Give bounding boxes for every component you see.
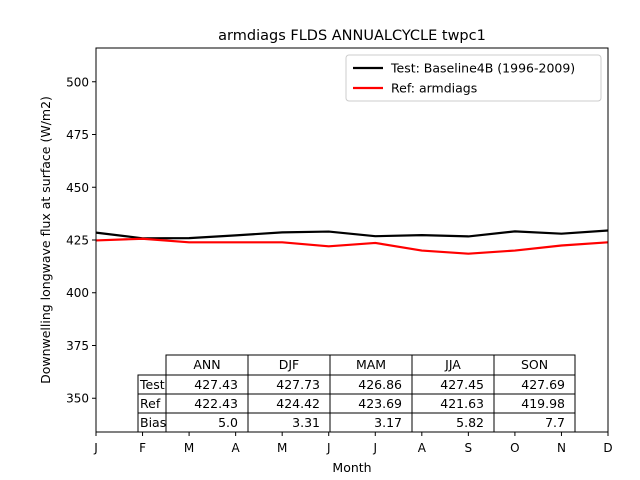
x-tick-label: J	[326, 441, 331, 455]
table-row-label: Ref	[140, 396, 161, 411]
x-tick-label: M	[184, 441, 194, 455]
x-tick-label: N	[557, 441, 566, 455]
y-tick-label: 400	[66, 286, 89, 300]
legend-label-2: Ref: armdiags	[391, 81, 477, 96]
table-cell-value: 423.69	[358, 396, 402, 411]
legend: Test: Baseline4B (1996-2009) Ref: armdiag…	[345, 54, 602, 102]
table-cell-value: 3.17	[374, 415, 402, 430]
x-tick-label: O	[510, 441, 519, 455]
series-line-1	[95, 229, 609, 240]
x-tick-label: J	[93, 441, 98, 455]
y-tick-label: 475	[66, 128, 89, 142]
table-cell-value: 3.31	[292, 415, 320, 430]
table-row-label: Bias	[140, 415, 166, 430]
x-tick-label: J	[372, 441, 377, 455]
series-line-2	[95, 237, 609, 255]
y-tick-label: 500	[66, 75, 89, 89]
stats-table: ANN DJF MAM JJA SON Test 427.43 427.73 426.86 427…	[137, 354, 576, 433]
table-header-label: ANN	[193, 357, 220, 372]
x-axis-label: Month	[332, 460, 371, 475]
table-cell-value: 427.73	[276, 377, 320, 392]
x-tick-label: A	[418, 441, 427, 455]
x-tick-label: S	[465, 441, 473, 455]
table-cell-value: 427.43	[194, 377, 238, 392]
table-cell-value: 424.42	[276, 396, 320, 411]
table-cell-value: 427.45	[440, 377, 484, 392]
legend-label-1: Test: Baseline4B (1996-2009)	[390, 61, 575, 76]
table-cell-value: 421.63	[440, 396, 484, 411]
chart-title: armdiags FLDS ANNUALCYCLE twpc1	[218, 28, 486, 44]
x-tick-label: M	[277, 441, 287, 455]
table-header-label: SON	[521, 357, 548, 372]
table-header-label: MAM	[356, 357, 386, 372]
table-cell-value: 426.86	[358, 377, 402, 392]
table-cell-value: 427.69	[521, 377, 565, 392]
table-cell-value: 7.7	[545, 415, 565, 430]
y-axis-label: Downwelling longwave flux at surface (W/…	[38, 96, 53, 384]
y-tick-label: 425	[66, 234, 89, 248]
table-header-label: DJF	[279, 357, 300, 372]
y-tick-label: 350	[66, 392, 89, 406]
y-tick-label: 375	[66, 339, 89, 353]
table-cell-value: 422.43	[194, 396, 238, 411]
x-tick-label: D	[603, 441, 612, 455]
table-cell	[493, 412, 576, 433]
legend-box	[345, 54, 602, 102]
table-row-label: Test	[139, 377, 165, 392]
table-cell-value: 5.0	[218, 415, 238, 430]
y-tick-label: 450	[66, 181, 89, 195]
table-cell-value: 5.82	[456, 415, 484, 430]
table-header-label: JJA	[444, 357, 461, 372]
x-tick-label: A	[232, 441, 241, 455]
x-tick-label: F	[139, 441, 146, 455]
table-cell-value: 419.98	[521, 396, 565, 411]
